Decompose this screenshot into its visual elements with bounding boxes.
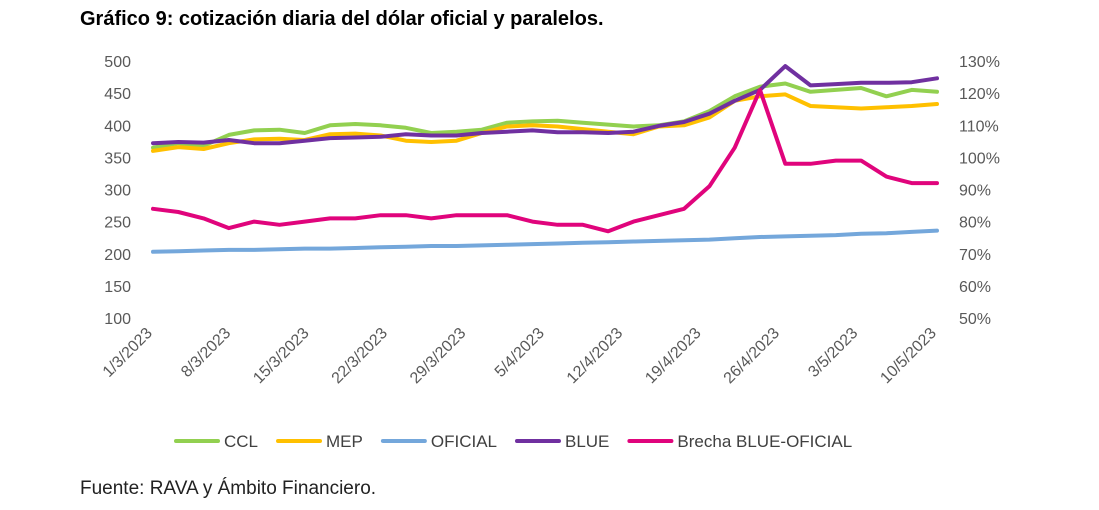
series-line-ccl: [151, 81, 939, 150]
legend-label-mep: MEP: [326, 432, 363, 451]
series-line-blue: [151, 64, 939, 146]
y-right-tick-label: 70%: [959, 247, 991, 264]
y-right-tick-label: 120%: [959, 86, 1000, 103]
y-left-tick-label: 450: [104, 86, 131, 103]
y-left-tick-label: 200: [104, 247, 131, 264]
series-line-oficial: [151, 228, 939, 254]
y-left-tick-label: 400: [104, 118, 131, 135]
y-left-tick-label: 250: [104, 215, 131, 232]
right-axis: 50% 60% 70% 80% 90% 100% 110% 120% 130%: [959, 54, 1000, 328]
y-right-tick-label: 80%: [959, 215, 991, 232]
legend-label-brecha-blue-oficial: Brecha BLUE-OFICIAL: [677, 432, 852, 451]
x-tick-label: 8/3/2023: [178, 325, 234, 381]
y-left-tick-label: 150: [104, 279, 131, 296]
x-tick-label: 29/3/2023: [407, 325, 469, 387]
chart-source: Fuente: RAVA y Ámbito Financiero.: [80, 478, 377, 499]
series-line-mep: [151, 92, 939, 153]
y-right-tick-label: 130%: [959, 54, 1000, 71]
x-tick-label: 26/4/2023: [721, 325, 783, 387]
x-tick-label: 5/4/2023: [492, 325, 548, 381]
y-right-tick-label: 110%: [959, 118, 999, 135]
chart-legend: CCL MEP OFICIAL BLUE Brecha BLUE-OFICIAL: [174, 432, 852, 451]
y-left-tick-label: 300: [104, 183, 131, 200]
series-layer: [151, 64, 939, 254]
x-tick-label: 1/3/2023: [100, 325, 156, 381]
x-tick-label: 12/4/2023: [564, 325, 626, 387]
x-tick-label: 22/3/2023: [329, 325, 391, 387]
y-left-tick-label: 350: [104, 150, 131, 167]
y-right-tick-label: 90%: [959, 183, 991, 200]
legend-label-oficial: OFICIAL: [431, 432, 497, 451]
y-left-tick-label: 100: [104, 311, 131, 328]
x-tick-label: 3/5/2023: [805, 325, 861, 381]
x-tick-label: 19/4/2023: [642, 325, 704, 387]
chart-title: Gráfico 9: cotización diaria del dólar o…: [80, 8, 604, 30]
legend-label-ccl: CCL: [224, 432, 258, 451]
x-tick-label: 15/3/2023: [250, 325, 312, 387]
x-axis: 1/3/2023 8/3/2023 15/3/2023 22/3/2023 29/3/2…: [100, 325, 940, 387]
y-left-tick-label: 500: [104, 54, 131, 71]
series-line-brecha-blue-oficial: [151, 87, 939, 234]
x-tick-label: 10/5/2023: [877, 325, 939, 387]
y-right-tick-label: 100%: [959, 150, 1000, 167]
y-right-tick-label: 50%: [959, 311, 991, 328]
y-right-tick-label: 60%: [959, 279, 991, 296]
line-chart: 100 150 200 250 300 350 400 450 500 50% 60% 70% 80%…: [100, 54, 1000, 451]
left-axis: 100 150 200 250 300 350 400 450 500: [104, 54, 131, 328]
legend-label-blue: BLUE: [565, 432, 609, 451]
